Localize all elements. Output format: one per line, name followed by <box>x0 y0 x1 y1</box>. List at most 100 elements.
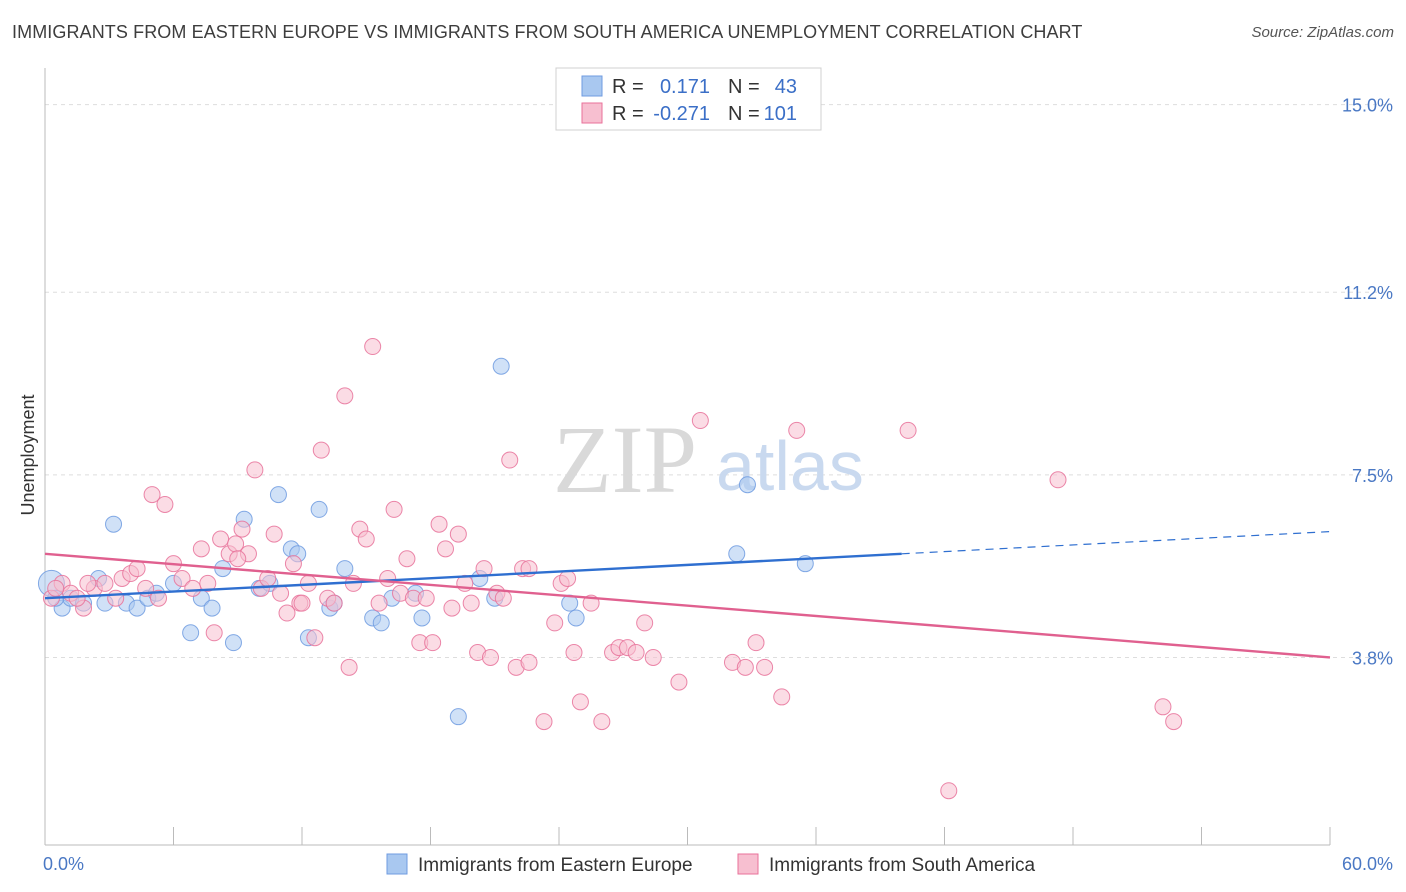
bottom-legend: Immigrants from Eastern Europe Immigrant… <box>386 853 1036 876</box>
point-series1-47 <box>398 550 416 568</box>
legend-n-label-1: N = <box>728 103 760 125</box>
point-series1-90 <box>940 782 958 800</box>
point-series1-12 <box>150 589 168 607</box>
y-tick-label-3: 15.0% <box>1342 96 1393 116</box>
point-series1-34 <box>306 629 324 647</box>
point-series1-53 <box>436 540 454 558</box>
watermark: ZIP atlas <box>553 406 864 513</box>
point-series1-15 <box>173 569 191 587</box>
point-series0-12 <box>182 624 200 642</box>
legend-swatch-south-america <box>581 102 603 124</box>
point-series1-96 <box>79 574 97 592</box>
point-series1-23 <box>233 520 251 538</box>
legend-r-value-1: -0.271 <box>653 103 710 125</box>
point-series0-8 <box>128 599 146 617</box>
trend-line-extension-series0 <box>901 530 1331 555</box>
point-series0-20 <box>269 486 287 504</box>
point-series0-29 <box>372 614 390 632</box>
point-series1-43 <box>370 594 388 612</box>
grid <box>45 104 1390 658</box>
point-series1-42 <box>364 338 382 356</box>
x-tick-label-start: 0.0% <box>43 854 84 874</box>
point-series0-32 <box>413 609 431 627</box>
bottom-legend-label-eastern-europe: Immigrants from Eastern Europe <box>418 855 693 876</box>
point-series1-35 <box>312 441 330 459</box>
point-series1-50 <box>417 589 435 607</box>
point-series1-38 <box>336 387 354 405</box>
bottom-legend-swatch-south-america <box>737 853 759 875</box>
legend-swatch-eastern-europe <box>581 75 603 97</box>
point-series1-54 <box>443 599 461 617</box>
legend-n-label-0: N = <box>728 76 760 98</box>
point-series1-80 <box>644 648 662 666</box>
chart-title: IMMIGRANTS FROM EASTERN EUROPE VS IMMIGR… <box>12 22 1083 42</box>
point-series1-41 <box>357 530 375 548</box>
point-series0-27 <box>336 560 354 578</box>
point-series1-71 <box>565 644 583 662</box>
point-series1-28 <box>265 525 283 543</box>
point-series1-67 <box>535 713 553 731</box>
point-series1-86 <box>756 658 774 676</box>
point-series1-97 <box>340 658 358 676</box>
point-series0-14 <box>203 599 221 617</box>
point-series1-11 <box>143 486 161 504</box>
point-series1-87 <box>773 688 791 706</box>
point-series1-13 <box>156 495 174 513</box>
point-series1-66 <box>520 653 538 671</box>
point-series1-9 <box>128 560 146 578</box>
point-series1-92 <box>1154 698 1172 716</box>
x-tick-label-end: 60.0% <box>1342 854 1393 874</box>
point-series1-63 <box>501 451 519 469</box>
watermark-atlas: atlas <box>716 427 864 505</box>
point-series1-62 <box>494 589 512 607</box>
point-series1-30 <box>278 604 296 622</box>
point-series1-68 <box>546 614 564 632</box>
point-series1-52 <box>430 515 448 533</box>
point-series1-17 <box>192 540 210 558</box>
legend-r-value-0: 0.171 <box>660 76 710 98</box>
bottom-legend-label-south-america: Immigrants from South America <box>769 855 1036 876</box>
point-series1-20 <box>212 530 230 548</box>
point-series0-24 <box>310 500 328 518</box>
source-credit: Source: ZipAtlas.com <box>1251 24 1394 41</box>
axes <box>44 68 1331 846</box>
point-series1-60 <box>481 648 499 666</box>
point-series1-57 <box>462 594 480 612</box>
point-series1-79 <box>636 614 654 632</box>
point-series0-16 <box>224 634 242 652</box>
point-series1-93 <box>1165 713 1183 731</box>
trend-line-series0 <box>44 552 902 600</box>
point-series0-6 <box>105 515 123 533</box>
point-series0-39 <box>728 545 746 563</box>
point-series1-29 <box>272 584 290 602</box>
point-series1-72 <box>571 693 589 711</box>
point-series1-18 <box>199 574 217 592</box>
point-series0-36 <box>492 357 510 375</box>
point-series1-89 <box>899 421 917 439</box>
bottom-legend-swatch-eastern-europe <box>386 853 408 875</box>
point-series1-82 <box>691 412 709 430</box>
watermark-zip: ZIP <box>553 406 697 513</box>
trend-line-series1 <box>44 552 1331 659</box>
point-series1-19 <box>205 624 223 642</box>
point-series1-51 <box>424 634 442 652</box>
legend-n-value-1: 101 <box>764 103 797 125</box>
top-legend: R = 0.171 N = 43 R = -0.271 N = 101 <box>555 67 822 131</box>
x-tick-labels: 0.0% 60.0% <box>43 854 1393 874</box>
legend-r-label-0: R = <box>612 76 644 98</box>
point-series1-95 <box>68 589 86 607</box>
y-tick-labels: 3.8% 7.5% 11.2% 15.0% <box>1342 96 1393 669</box>
point-series1-45 <box>385 500 403 518</box>
point-series1-94 <box>47 579 65 597</box>
point-series1-74 <box>593 713 611 731</box>
point-series1-37 <box>325 594 343 612</box>
point-series1-5 <box>96 574 114 592</box>
point-series1-81 <box>670 673 688 691</box>
point-series1-31 <box>284 555 302 573</box>
y-tick-label-0: 3.8% <box>1352 648 1393 668</box>
point-series0-33 <box>449 708 467 726</box>
point-series1-55 <box>449 525 467 543</box>
point-series1-85 <box>747 634 765 652</box>
point-series1-84 <box>736 658 754 676</box>
